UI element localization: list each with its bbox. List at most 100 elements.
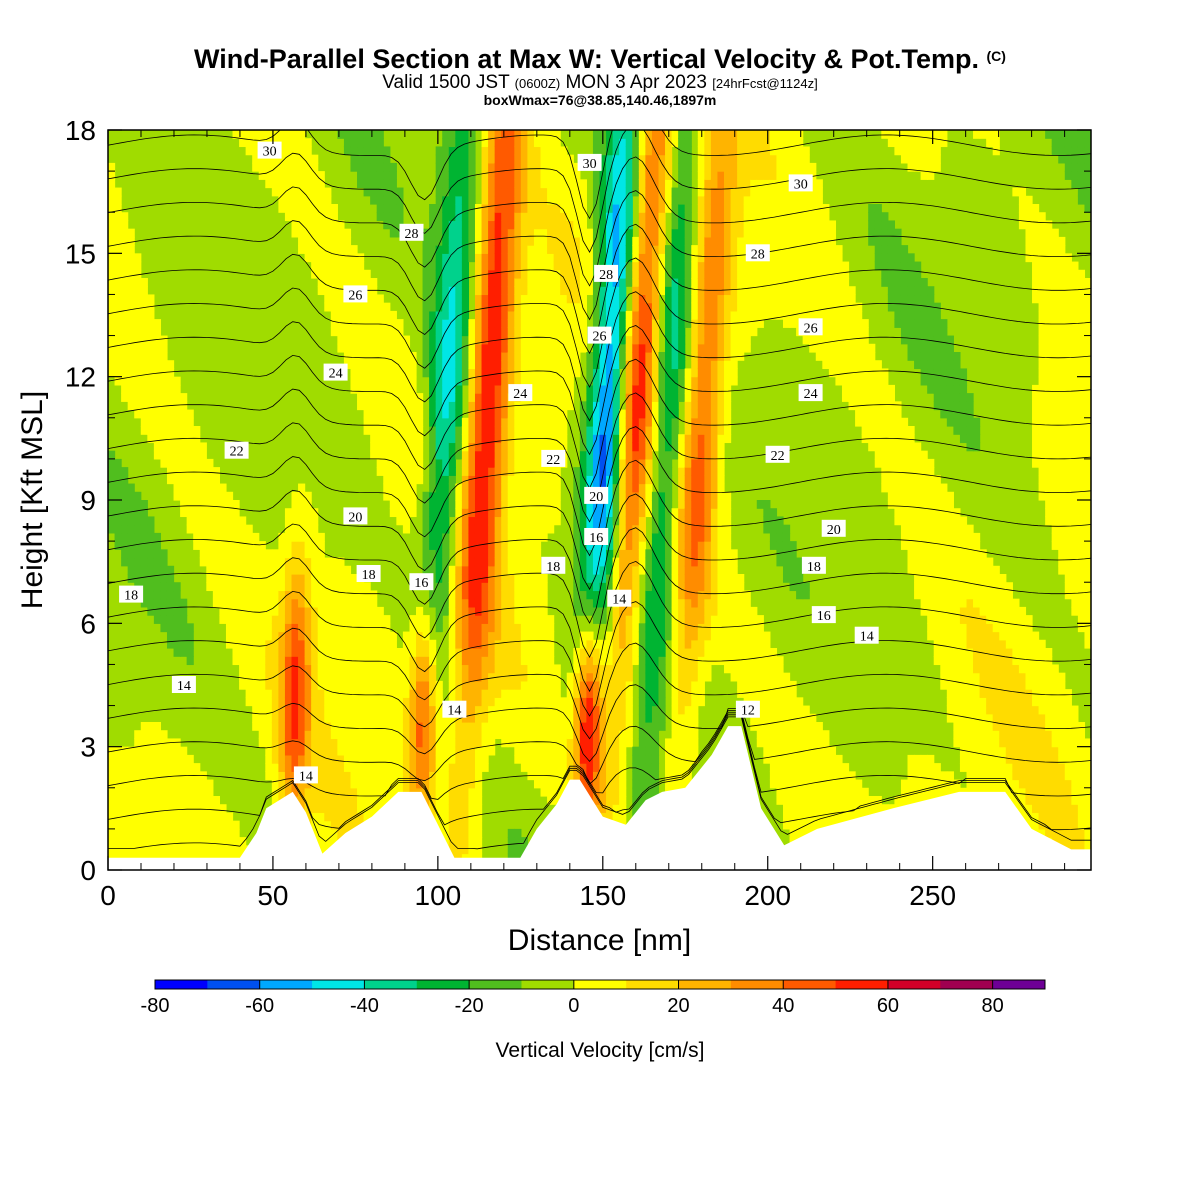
velocity-cell [311,212,319,222]
velocity-cell [370,598,378,608]
velocity-cell [579,458,587,468]
velocity-cell [481,179,489,189]
velocity-cell [651,771,660,781]
velocity-cell [337,286,345,296]
velocity-cell [520,549,529,559]
velocity-cell [376,648,384,657]
velocity-cell [416,623,424,633]
velocity-cell [474,236,483,246]
velocity-cell [514,195,522,205]
velocity-cell [468,730,476,740]
velocity-cell [324,771,332,781]
velocity-cell [324,615,332,624]
velocity-cell [193,426,201,435]
velocity-cell [494,442,502,452]
velocity-cell [448,796,456,805]
velocity-cell [271,705,279,715]
velocity-cell [435,154,443,164]
velocity-cell [265,763,273,772]
velocity-cell [651,434,660,444]
velocity-cell [592,730,601,740]
velocity-cell [612,286,620,296]
velocity-cell [114,327,122,337]
velocity-cell [566,746,574,756]
velocity-cell [206,804,214,814]
velocity-cell [514,722,522,731]
velocity-cell [114,746,122,756]
velocity-cell [291,524,299,534]
velocity-cell [435,746,443,756]
velocity-cell [599,656,607,666]
velocity-cell [317,195,325,205]
velocity-cell [448,754,456,764]
velocity-cell [638,631,646,641]
velocity-cell [501,442,509,452]
velocity-cell [337,738,345,748]
velocity-cell [121,269,129,279]
velocity-cell [396,508,404,518]
velocity-cell [173,582,181,592]
velocity-cell [357,606,365,616]
velocity-cell [540,598,548,608]
velocity-cell [304,606,312,616]
velocity-cell [540,335,548,345]
velocity-cell [370,417,378,427]
velocity-cell [520,565,529,575]
velocity-cell [632,146,640,156]
velocity-cell [507,327,515,337]
velocity-cell [560,730,568,740]
velocity-cell [343,754,352,764]
velocity-cell [258,606,266,616]
velocity-cell [606,162,614,172]
velocity-cell [461,286,470,296]
velocity-cell [573,228,581,238]
velocity-cell [625,245,633,254]
velocity-cell [435,524,443,534]
velocity-cell [599,648,607,657]
velocity-cell [343,253,352,263]
velocity-cell [278,672,286,682]
velocity-cell [199,787,207,797]
velocity-cell [527,327,535,337]
velocity-cell [265,697,273,707]
velocity-cell [533,623,542,633]
velocity-cell [520,302,529,312]
velocity-cell [357,393,365,402]
velocity-cell [507,228,515,238]
velocity-cell [468,746,476,756]
velocity-cell [547,278,555,287]
velocity-cell [448,763,456,772]
velocity-cell [638,483,646,493]
velocity-cell [435,820,443,830]
velocity-cell [304,664,312,674]
velocity-cell [651,384,660,394]
velocity-cell [376,763,384,772]
velocity-cell [560,722,568,731]
velocity-cell [284,746,293,756]
velocity-cell [514,228,522,238]
velocity-cell [533,590,542,600]
velocity-cell [625,450,633,460]
velocity-cell [632,615,640,624]
velocity-cell [625,500,633,509]
velocity-cell [291,754,299,764]
velocity-cell [291,130,299,139]
velocity-cell [540,401,548,411]
velocity-cell [271,763,279,772]
velocity-cell [271,680,279,690]
velocity-cell [140,327,148,337]
velocity-cell [140,557,148,567]
velocity-cell [363,689,371,698]
velocity-cell [461,771,470,781]
velocity-cell [527,187,535,197]
velocity-cell [507,343,515,353]
velocity-cell [108,187,116,197]
velocity-cell [219,845,227,855]
velocity-cell [186,516,194,526]
velocity-cell [481,343,489,353]
velocity-cell [481,393,489,402]
velocity-cell [514,606,522,616]
velocity-cell [402,730,411,740]
velocity-cell [592,582,601,592]
velocity-cell [474,368,483,378]
